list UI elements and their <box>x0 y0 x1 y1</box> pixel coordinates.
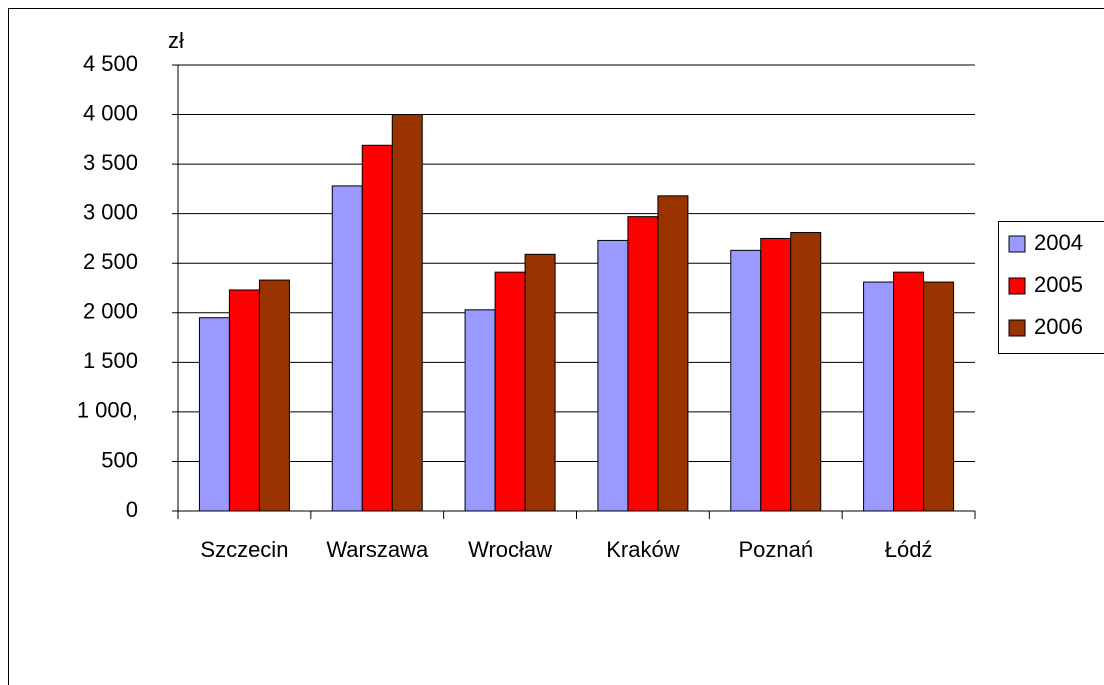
bar <box>627 216 659 512</box>
bar <box>657 195 689 512</box>
chart-frame <box>8 8 1104 685</box>
legend-label: 2005 <box>1034 272 1083 297</box>
bar <box>331 185 363 512</box>
x-tick-label: Łódź <box>885 537 933 562</box>
bar <box>730 249 762 512</box>
legend-label: 2006 <box>1034 314 1083 339</box>
y-tick-label: 2 500 <box>83 249 138 274</box>
y-tick-label: 4 500 <box>83 51 138 76</box>
y-tick-label: 4 000 <box>83 100 138 125</box>
bar <box>494 271 526 512</box>
legend-swatch <box>1008 277 1026 295</box>
y-tick-label: 0 <box>126 497 138 522</box>
bar <box>790 231 822 512</box>
bar <box>391 114 423 512</box>
y-tick-label: 3 000 <box>83 199 138 224</box>
x-tick-label: Warszawa <box>326 537 429 562</box>
x-tick-label: Wrocław <box>468 537 552 562</box>
legend-label: 2004 <box>1034 230 1083 255</box>
y-tick-label: 1 000, <box>77 398 138 423</box>
y-axis-label: zł <box>168 28 184 53</box>
y-tick-label: 3 500 <box>83 150 138 175</box>
bar <box>760 237 792 512</box>
x-tick-label: Kraków <box>606 537 679 562</box>
bar <box>863 281 895 512</box>
x-tick-label: Szczecin <box>200 537 288 562</box>
y-tick-label: 500 <box>101 447 138 472</box>
bar <box>258 279 290 512</box>
x-tick-label: Poznań <box>738 537 813 562</box>
bar <box>597 239 629 512</box>
bar <box>198 317 230 512</box>
bar <box>464 309 496 512</box>
legend-swatch <box>1008 235 1026 253</box>
bar <box>923 281 955 512</box>
bar <box>361 144 393 512</box>
bar <box>228 289 260 512</box>
bar <box>893 271 925 512</box>
bar <box>524 253 556 512</box>
y-tick-label: 2 000 <box>83 299 138 324</box>
legend-swatch <box>1008 319 1026 337</box>
y-tick-label: 1 500 <box>83 348 138 373</box>
